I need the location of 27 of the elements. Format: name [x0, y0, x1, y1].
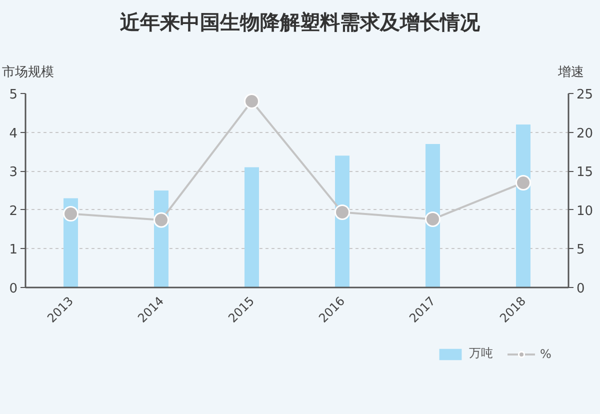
- y2-tick-label: 10: [576, 204, 594, 219]
- y-tick-label: 4: [9, 126, 18, 142]
- point: [244, 94, 260, 109]
- y-tick-label: 0: [9, 282, 18, 296]
- chart-title: 近年来中国生物降解塑料需求及增长情况: [119, 9, 481, 36]
- y-tick-label: 1: [9, 242, 18, 258]
- y2-tick-label: 20: [576, 126, 594, 142]
- point: [425, 211, 440, 227]
- y-tick-label: 3: [9, 165, 18, 180]
- point: [154, 212, 169, 228]
- bar: [244, 167, 259, 288]
- y2-tick-label: 25: [576, 88, 594, 102]
- y2-tick-label: 0: [576, 282, 585, 296]
- point: [516, 175, 531, 190]
- y-tick-label: 2: [9, 204, 18, 219]
- y2-tick-label: 15: [576, 165, 594, 180]
- y-tick-label: 5: [9, 88, 18, 102]
- legend-label: %: [540, 346, 552, 360]
- y2-tick-label: 5: [576, 242, 585, 258]
- y-axis-title: 市场规模: [2, 64, 54, 82]
- bar: [516, 124, 530, 288]
- legend-label: 万吨: [469, 345, 493, 362]
- bar: [335, 156, 350, 288]
- point: [334, 204, 350, 220]
- bar: [426, 144, 440, 288]
- point: [63, 206, 78, 222]
- y2-axis-title: 增速: [558, 64, 584, 82]
